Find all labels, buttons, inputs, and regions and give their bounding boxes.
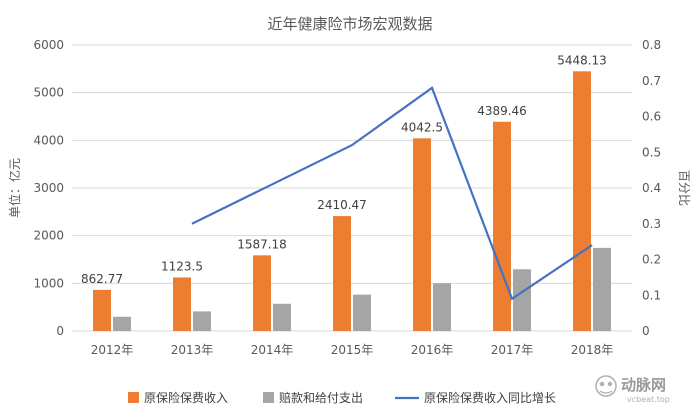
y-tick-label: 4000 (33, 133, 64, 147)
y-axis-ticks: 0 1000 2000 3000 4000 5000 6000 (33, 38, 64, 338)
bar-data-label: 5448.13 (557, 53, 607, 67)
bar (493, 121, 511, 331)
bar (173, 277, 191, 331)
bar-data-label: 2410.47 (317, 198, 367, 212)
y-tick-label: 2000 (33, 229, 64, 243)
bar (413, 138, 431, 331)
y2-axis-label: 百分比 (677, 170, 691, 206)
y2-tick-label: 0.1 (642, 288, 661, 302)
bar-data-label: 4389.46 (477, 104, 527, 118)
y-axis-label: 单位：亿元 (7, 158, 22, 218)
x-tick-label: 2014年 (251, 343, 294, 357)
y2-tick-label: 0.6 (642, 110, 661, 124)
x-tick-label: 2016年 (411, 343, 454, 357)
x-tick-label: 2017年 (491, 343, 534, 357)
x-tick-label: 2012年 (91, 343, 134, 357)
y2-tick-label: 0.4 (642, 181, 661, 195)
x-axis-ticks: 2012年 2013年 2014年 2015年 2016年 2017年 2018年 (91, 343, 614, 357)
y2-tick-label: 0.5 (642, 145, 661, 159)
bar (333, 216, 351, 331)
watermark-text: 动脉网 (621, 376, 666, 394)
bar (193, 311, 211, 331)
bar (593, 247, 611, 331)
watermark-url: vcbeat.top (627, 395, 670, 404)
legend-item: 原保险保费收入同比增长 (395, 390, 556, 405)
bar-labels: 862.77 1123.5 1587.18 2410.47 4042.5 4389.46 5… (81, 53, 607, 286)
line-growth-rate (191, 86, 593, 301)
y-tick-label: 3000 (33, 181, 64, 195)
bar-data-label: 1123.5 (161, 259, 203, 273)
bar (93, 289, 111, 331)
bar (273, 303, 291, 331)
chart-title: 近年健康险市场宏观数据 (267, 15, 432, 33)
x-tick-label: 2013年 (171, 343, 214, 357)
legend-swatch (263, 392, 274, 403)
legend-item: 原保险保费收入 (128, 390, 228, 405)
bar (433, 283, 451, 331)
y2-tick-label: 0.7 (642, 74, 661, 88)
legend-label: 原保险保费收入 (144, 390, 228, 405)
bar-data-label: 1587.18 (237, 237, 287, 251)
legend-swatch (128, 392, 139, 403)
watermark-logo-icon (595, 375, 617, 397)
y-tick-label: 1000 (33, 276, 64, 290)
bar-data-label: 4042.5 (401, 120, 443, 134)
legend: 原保险保费收入 赔款和给付支出 原保险保费收入同比增长 (128, 390, 556, 405)
bar (253, 255, 271, 331)
watermark: 动脉网 vcbeat.top (595, 375, 670, 404)
bar (113, 316, 131, 331)
legend-label: 原保险保费收入同比增长 (424, 390, 556, 405)
y-tick-label: 5000 (33, 86, 64, 100)
x-tick-label: 2015年 (331, 343, 374, 357)
bar (353, 294, 371, 331)
legend-label: 赔款和给付支出 (279, 390, 363, 405)
gridlines (72, 44, 632, 332)
y2-tick-label: 0.2 (642, 253, 661, 267)
bar (513, 269, 531, 331)
bars (93, 71, 611, 332)
y2-tick-label: 0.3 (642, 217, 661, 231)
y2-tick-label: 0.8 (642, 38, 661, 52)
legend-item: 赔款和给付支出 (263, 390, 363, 405)
y-tick-label: 6000 (33, 38, 64, 52)
bar-data-label: 862.77 (81, 272, 123, 286)
y2-axis-ticks: 0 0.1 0.2 0.3 0.4 0.5 0.6 0.7 0.8 (642, 38, 661, 338)
bar (573, 71, 591, 332)
y-tick-label: 0 (56, 324, 64, 338)
line-series (191, 86, 593, 301)
x-tick-label: 2018年 (571, 343, 614, 357)
y2-tick-label: 0 (642, 324, 650, 338)
